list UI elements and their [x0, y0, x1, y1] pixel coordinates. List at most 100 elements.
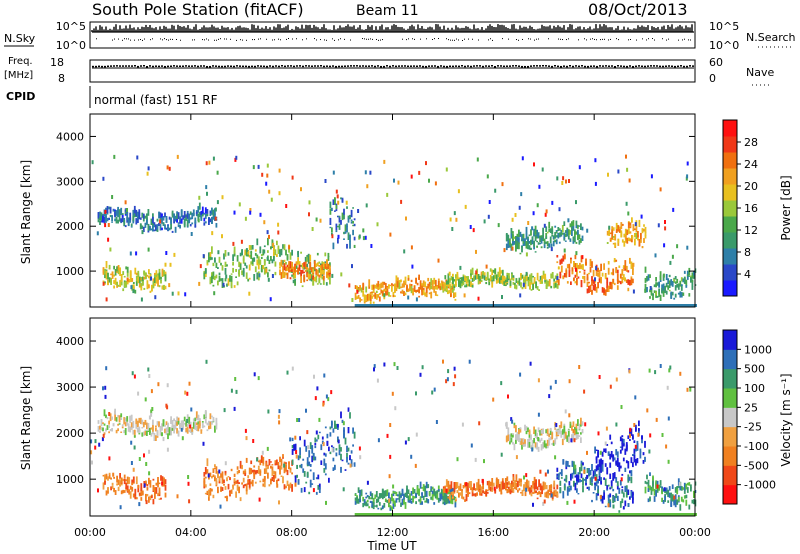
heatmap-cell [464, 499, 466, 502]
heatmap-cell [341, 212, 344, 221]
heatmap-cell [153, 432, 156, 436]
heatmap-cell [407, 295, 410, 300]
heatmap-cell [655, 417, 658, 422]
heatmap-cell [530, 273, 533, 280]
heatmap-cell [550, 485, 553, 493]
heatmap-cell [563, 273, 566, 278]
heatmap-cell [573, 499, 576, 504]
heatmap-cell [392, 295, 395, 297]
heatmap-cell [354, 513, 357, 516]
heatmap-cell [571, 268, 574, 272]
heatmap-cell [139, 224, 142, 227]
heatmap-cell [375, 304, 378, 307]
heatmap-cell [156, 224, 159, 230]
heatmap-cell [313, 260, 316, 267]
heatmap-cell [647, 479, 650, 487]
heatmap-cell [331, 207, 333, 211]
heatmap-cell [394, 283, 396, 291]
heatmap-cell [548, 221, 551, 229]
heatmap-cell [137, 276, 140, 284]
heatmap-cell [549, 427, 552, 431]
heatmap-cell [132, 215, 135, 221]
heatmap-cell [445, 288, 448, 291]
heatmap-cell [454, 298, 457, 301]
heatmap-cell [338, 215, 341, 219]
heatmap-cell [384, 513, 387, 516]
heatmap-cell [223, 253, 225, 260]
heatmap-cell [436, 304, 439, 307]
heatmap-cell [329, 432, 332, 437]
heatmap-cell [527, 480, 530, 486]
heatmap-cell [588, 272, 590, 275]
heatmap-cell [108, 277, 111, 283]
heatmap-cell [553, 278, 556, 282]
heatmap-cell [123, 220, 126, 227]
heatmap-cell [489, 268, 492, 272]
heatmap-cell [183, 416, 186, 422]
heatmap-cell [391, 494, 393, 500]
heatmap-cell [591, 464, 593, 471]
freq-sample [170, 65, 172, 67]
heatmap-cell [308, 200, 311, 205]
heatmap-cell [574, 229, 576, 237]
heatmap-cell [421, 501, 423, 505]
heatmap-cell [597, 272, 599, 277]
heatmap-cell [554, 455, 557, 460]
heatmap-cell [558, 232, 561, 238]
heatmap-cell [94, 445, 97, 450]
heatmap-cell [107, 476, 109, 481]
heatmap-cell [421, 304, 424, 307]
heatmap-cell [159, 212, 162, 219]
heatmap-cell [267, 409, 270, 414]
heatmap-cell [515, 278, 518, 283]
heatmap-cell [418, 274, 420, 280]
heatmap-cell [536, 236, 538, 239]
heatmap-cell [443, 502, 446, 506]
heatmap-cell [453, 513, 455, 516]
heatmap-cell [615, 422, 618, 427]
heatmap-cell [395, 498, 398, 503]
heatmap-cell [627, 489, 630, 495]
heatmap-cell [581, 304, 584, 307]
heatmap-cell [498, 486, 501, 491]
heatmap-cell [498, 489, 501, 492]
heatmap-cell [448, 271, 451, 276]
heatmap-cell [630, 428, 633, 436]
heatmap-cell [381, 290, 384, 296]
heatmap-cell [491, 281, 494, 288]
heatmap-cell [225, 274, 228, 279]
heatmap-cell [648, 513, 651, 516]
heatmap-cell [533, 513, 536, 516]
heatmap-cell [309, 262, 312, 267]
heatmap-cell [119, 473, 121, 479]
heatmap-cell [577, 229, 579, 235]
nsearch-sample [534, 39, 535, 41]
heatmap-cell [539, 469, 542, 474]
heatmap-cell [166, 165, 169, 170]
heatmap-cell [267, 272, 269, 278]
heatmap-cell [316, 386, 319, 391]
heatmap-cell [157, 480, 159, 488]
heatmap-cell [200, 214, 203, 221]
colorbar-swatch [723, 248, 737, 265]
heatmap-cell [616, 513, 619, 516]
heatmap-cell [625, 513, 628, 516]
heatmap-cell [321, 276, 324, 280]
freq-label: Freq. [8, 56, 33, 67]
colorbar-swatch [723, 465, 737, 486]
heatmap-cell [665, 285, 668, 288]
heatmap-cell [469, 513, 472, 516]
heatmap-cell [627, 270, 630, 273]
heatmap-cell [455, 278, 457, 286]
heatmap-cell [214, 464, 216, 468]
heatmap-cell [625, 279, 628, 283]
heatmap-cell [396, 366, 399, 370]
heatmap-cell [583, 304, 586, 307]
heatmap-cell [156, 218, 159, 222]
heatmap-cell [377, 496, 380, 503]
heatmap-cell [500, 280, 503, 284]
heatmap-cell [356, 286, 358, 292]
heatmap-cell [645, 513, 648, 516]
freq-sample [611, 65, 613, 67]
heatmap-cell [186, 423, 189, 428]
